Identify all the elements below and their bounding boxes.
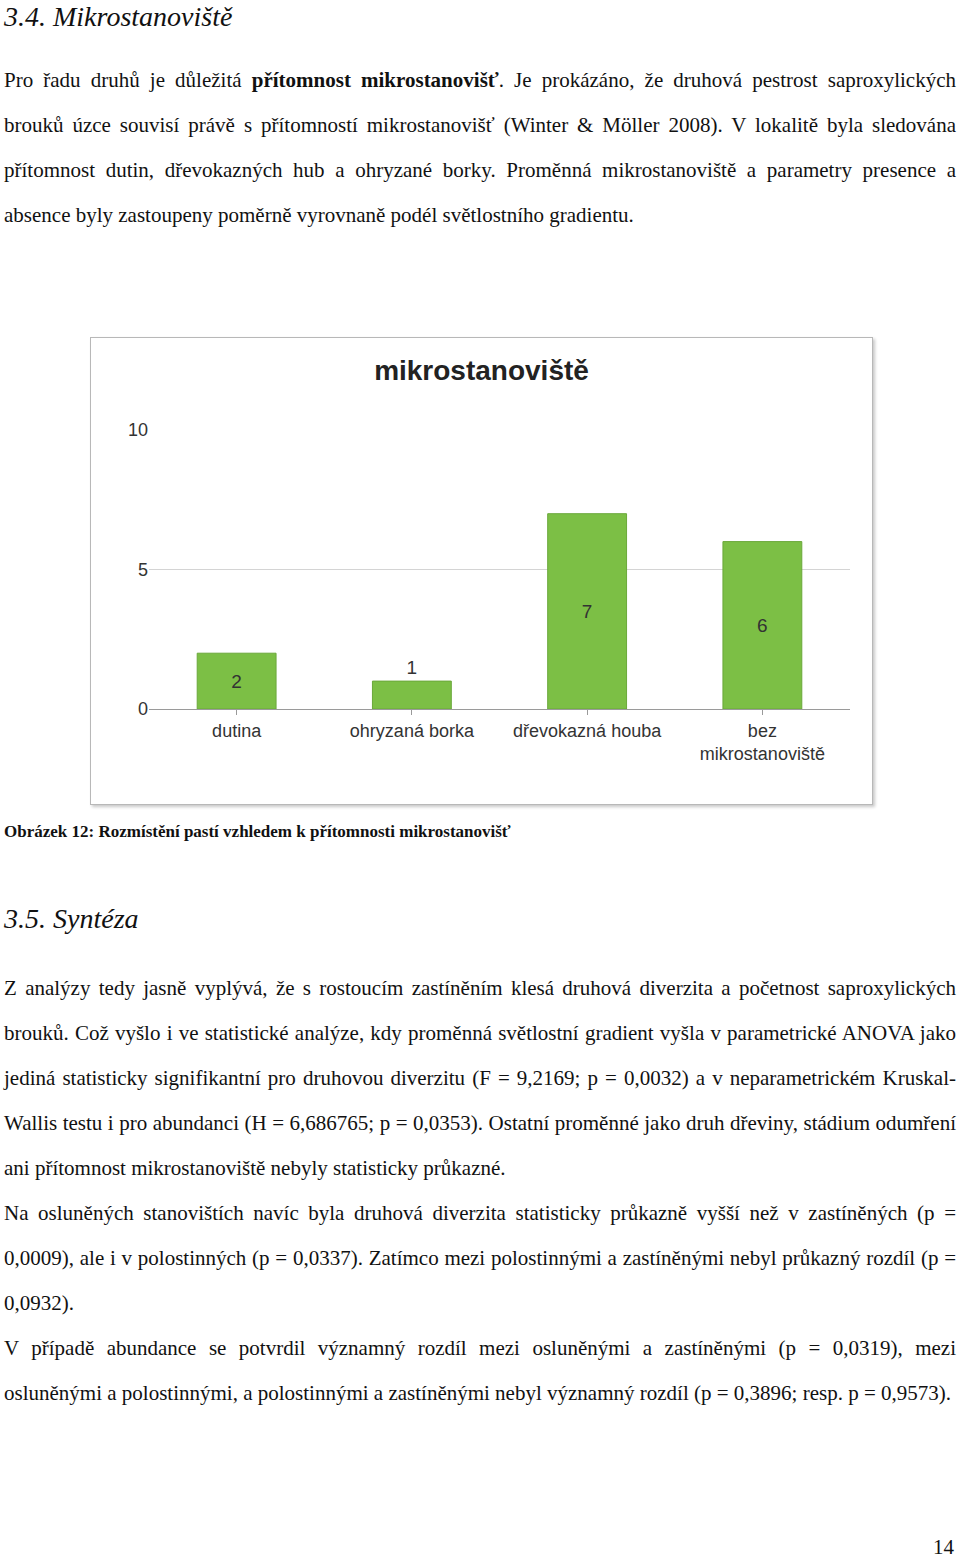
svg-text:5: 5 — [138, 560, 148, 580]
svg-text:2: 2 — [231, 671, 242, 692]
svg-text:mikrostanoviště: mikrostanoviště — [374, 355, 589, 386]
svg-text:10: 10 — [128, 420, 148, 440]
html-text:V případě abundance se potvrdi: V případě abundance se potvrdil významný… — [4, 1336, 956, 1405]
html-text:Pro řadu druhů je důležitá pří: Pro řadu druhů je důležitá přítomnost mi… — [4, 68, 956, 227]
html-text:14: 14 — [933, 1535, 954, 1559]
svg-text:6: 6 — [757, 615, 768, 636]
html-text:Na osluněných stanovištích nav: Na osluněných stanovištích navíc byla dr… — [4, 1201, 956, 1315]
svg-text:1: 1 — [407, 657, 418, 678]
svg-text:dutina: dutina — [212, 721, 262, 741]
svg-text:ohryzaná borka: ohryzaná borka — [350, 721, 475, 741]
html-text:3.4. Mikrostanoviště: 3.4. Mikrostanoviště — [4, 1, 233, 32]
html-text:Z analýzy tedy jasně vyplývá,: Z analýzy tedy jasně vyplývá, že s rosto… — [4, 976, 956, 1180]
svg-text:0: 0 — [138, 699, 148, 719]
svg-text:dřevokazná houba: dřevokazná houba — [513, 721, 662, 741]
svg-text:7: 7 — [582, 601, 593, 622]
html-text:Obrázek 12: Rozmístění pastí v: Obrázek 12: Rozmístění pastí vzhledem k … — [4, 822, 511, 841]
svg-text:bezmikrostanoviště: bezmikrostanoviště — [700, 721, 825, 764]
html-text:3.5. Syntéza: 3.5. Syntéza — [4, 903, 139, 934]
